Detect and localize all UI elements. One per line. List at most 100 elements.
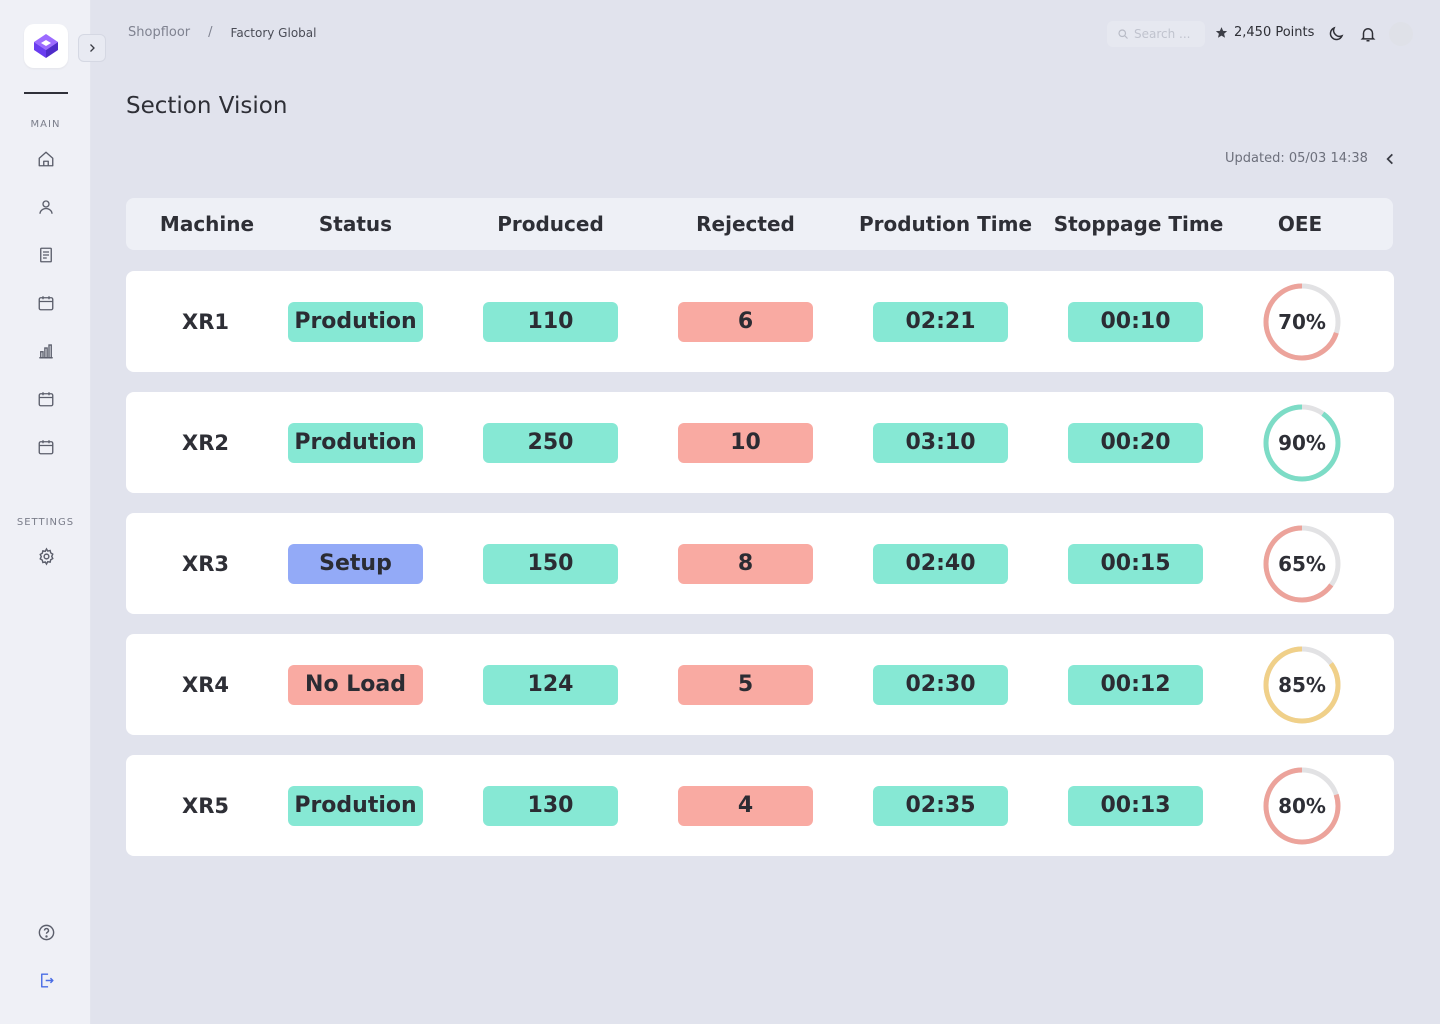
status-badge: Prodution bbox=[288, 785, 423, 826]
oee-cell: 90% bbox=[1261, 392, 1343, 493]
column-header-status: Status bbox=[318, 212, 393, 236]
points-display[interactable]: 2,450 Points bbox=[1215, 25, 1314, 40]
oee-value: 90% bbox=[1278, 430, 1326, 455]
machine-name: XR4 bbox=[182, 672, 229, 697]
oee-gauge-arc bbox=[1263, 525, 1341, 602]
production-time-cell: 02:21 bbox=[873, 271, 1008, 372]
column-header-production-time: Prodution Time bbox=[858, 212, 1033, 236]
produced-value: 150 bbox=[483, 543, 618, 584]
oee-gauge: 80% bbox=[1261, 765, 1343, 847]
machine-cell: XR1 bbox=[148, 271, 263, 372]
stoppage-time-cell: 00:12 bbox=[1068, 634, 1203, 735]
sidebar-toggle-button[interactable] bbox=[78, 34, 106, 62]
oee-gauge: 65% bbox=[1261, 523, 1343, 605]
production-time-value: 02:30 bbox=[873, 664, 1008, 705]
oee-gauge: 70% bbox=[1261, 281, 1343, 363]
bell-icon[interactable] bbox=[1357, 23, 1379, 45]
search-input[interactable] bbox=[1134, 27, 1204, 41]
calendar-icon[interactable] bbox=[33, 290, 59, 316]
production-time-value: 03:10 bbox=[873, 422, 1008, 463]
table-row[interactable]: XR2 Prodution 250 10 03:10 00:20 90% bbox=[126, 392, 1394, 493]
app-logo[interactable] bbox=[24, 24, 68, 68]
oee-cell: 85% bbox=[1261, 634, 1343, 735]
stoppage-time-value: 00:20 bbox=[1068, 422, 1203, 463]
oee-gauge-arc bbox=[1263, 283, 1341, 360]
rejected-cell: 5 bbox=[678, 634, 813, 735]
star-icon bbox=[1215, 27, 1228, 38]
produced-cell: 124 bbox=[483, 634, 618, 735]
sidebar-section-settings: SETTINGS bbox=[16, 517, 75, 528]
rejected-value: 5 bbox=[678, 664, 813, 705]
bar-chart-icon[interactable] bbox=[33, 338, 59, 364]
page-title: Section Vision bbox=[126, 93, 288, 119]
production-time-cell: 02:35 bbox=[873, 755, 1008, 856]
table-row[interactable]: XR5 Prodution 130 4 02:35 00:13 80% bbox=[126, 755, 1394, 856]
rejected-value: 4 bbox=[678, 785, 813, 826]
breadcrumb-current: Factory Global bbox=[230, 25, 317, 40]
stoppage-time-value: 00:13 bbox=[1068, 785, 1203, 826]
table-row[interactable]: XR4 No Load 124 5 02:30 00:12 85% bbox=[126, 634, 1394, 735]
oee-gauge: 85% bbox=[1261, 644, 1343, 726]
calendar-icon[interactable] bbox=[33, 386, 59, 412]
table-row[interactable]: XR3 Setup 150 8 02:40 00:15 65% bbox=[126, 513, 1394, 614]
status-cell: Setup bbox=[288, 513, 423, 614]
column-header-machine: Machine bbox=[159, 212, 255, 236]
machine-name: XR2 bbox=[182, 430, 229, 455]
breadcrumb: Shopfloor / Factory Global bbox=[128, 25, 316, 40]
machine-cell: XR2 bbox=[148, 392, 263, 493]
oee-value: 80% bbox=[1278, 793, 1326, 818]
rejected-cell: 10 bbox=[678, 392, 813, 493]
help-icon[interactable] bbox=[33, 919, 59, 945]
oee-value: 65% bbox=[1278, 551, 1326, 576]
moon-icon[interactable] bbox=[1325, 23, 1347, 45]
calendar-icon[interactable] bbox=[33, 434, 59, 460]
rejected-cell: 4 bbox=[678, 755, 813, 856]
sidebar: MAIN SETTINGS bbox=[0, 0, 91, 1024]
status-badge: Prodution bbox=[288, 301, 423, 342]
oee-cell: 70% bbox=[1261, 271, 1343, 372]
produced-value: 110 bbox=[483, 301, 618, 342]
oee-gauge-arc bbox=[1263, 404, 1341, 481]
production-time-cell: 02:30 bbox=[873, 634, 1008, 735]
production-time-cell: 03:10 bbox=[873, 392, 1008, 493]
document-icon[interactable] bbox=[33, 242, 59, 268]
stoppage-time-value: 00:12 bbox=[1068, 664, 1203, 705]
column-header-stoppage-time: Stoppage Time bbox=[1053, 212, 1224, 236]
rejected-cell: 6 bbox=[678, 271, 813, 372]
oee-gauge-arc bbox=[1263, 767, 1341, 844]
home-icon[interactable] bbox=[33, 146, 59, 172]
rejected-cell: 8 bbox=[678, 513, 813, 614]
gear-icon[interactable] bbox=[33, 543, 59, 569]
column-header-produced: Produced bbox=[497, 212, 604, 236]
production-time-value: 02:40 bbox=[873, 543, 1008, 584]
status-cell: No Load bbox=[288, 634, 423, 735]
oee-gauge-arc bbox=[1263, 646, 1341, 723]
status-cell: Prodution bbox=[288, 271, 423, 372]
chevron-left-icon[interactable] bbox=[1380, 148, 1400, 170]
logout-icon[interactable] bbox=[33, 967, 59, 993]
oee-value: 85% bbox=[1278, 672, 1326, 697]
table-header: Machine Status Produced Rejected Produti… bbox=[126, 198, 1393, 250]
logo-icon bbox=[34, 34, 58, 58]
chevron-right-icon bbox=[90, 44, 95, 52]
stoppage-time-value: 00:10 bbox=[1068, 301, 1203, 342]
avatar[interactable] bbox=[1389, 22, 1413, 46]
produced-cell: 250 bbox=[483, 392, 618, 493]
status-badge: Prodution bbox=[288, 422, 423, 463]
sidebar-divider bbox=[24, 92, 68, 94]
breadcrumb-root[interactable]: Shopfloor bbox=[128, 25, 191, 40]
produced-cell: 150 bbox=[483, 513, 618, 614]
stoppage-time-cell: 00:20 bbox=[1068, 392, 1203, 493]
production-time-value: 02:35 bbox=[873, 785, 1008, 826]
stoppage-time-cell: 00:10 bbox=[1068, 271, 1203, 372]
oee-value: 70% bbox=[1278, 309, 1326, 334]
user-icon[interactable] bbox=[33, 194, 59, 220]
production-time-cell: 02:40 bbox=[873, 513, 1008, 614]
stoppage-time-value: 00:15 bbox=[1068, 543, 1203, 584]
table-row[interactable]: XR1 Prodution 110 6 02:21 00:10 70% bbox=[126, 271, 1394, 372]
column-header-oee: OEE bbox=[1277, 212, 1323, 236]
status-cell: Prodution bbox=[288, 755, 423, 856]
machine-cell: XR3 bbox=[148, 513, 263, 614]
search-icon bbox=[1118, 29, 1128, 39]
produced-value: 130 bbox=[483, 785, 618, 826]
